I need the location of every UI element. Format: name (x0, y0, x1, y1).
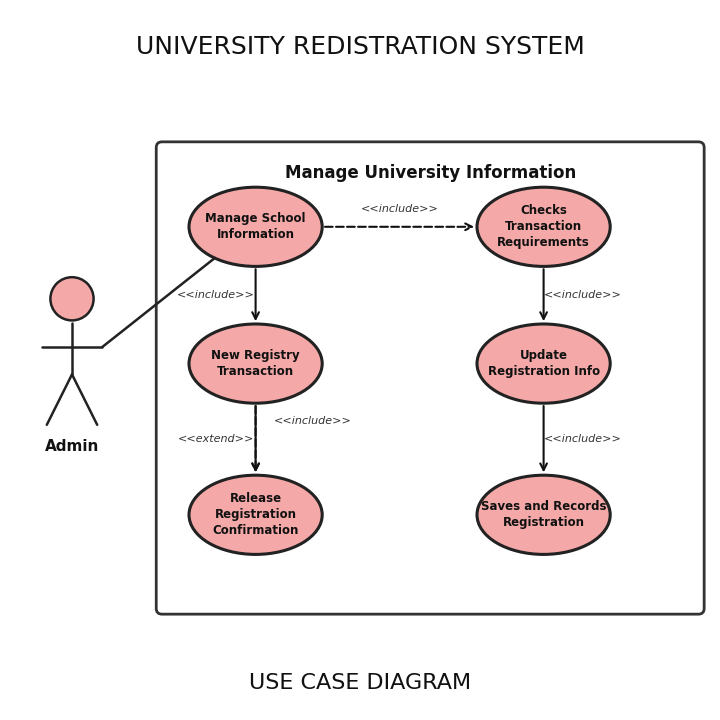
Text: <<extend>>: <<extend>> (178, 434, 254, 444)
Ellipse shape (189, 475, 323, 554)
Text: New Registry
Transaction: New Registry Transaction (211, 349, 300, 378)
Ellipse shape (189, 187, 323, 266)
Ellipse shape (189, 324, 323, 403)
Text: <<include>>: <<include>> (544, 290, 622, 300)
Ellipse shape (50, 277, 94, 320)
Text: <<include>>: <<include>> (544, 434, 622, 444)
Text: Checks
Transaction
Requirements: Checks Transaction Requirements (498, 204, 590, 249)
Text: Manage University Information: Manage University Information (284, 163, 576, 181)
Text: Saves and Records
Registration: Saves and Records Registration (481, 500, 606, 529)
Text: UNIVERSITY REDISTRATION SYSTEM: UNIVERSITY REDISTRATION SYSTEM (135, 35, 585, 59)
Ellipse shape (477, 475, 611, 554)
Ellipse shape (477, 324, 611, 403)
Text: Release
Registration
Confirmation: Release Registration Confirmation (212, 492, 299, 537)
Text: <<include>>: <<include>> (177, 290, 255, 300)
Text: <<include>>: <<include>> (274, 416, 352, 426)
FancyBboxPatch shape (156, 142, 704, 614)
Text: Update
Registration Info: Update Registration Info (487, 349, 600, 378)
Ellipse shape (477, 187, 611, 266)
Text: Manage School
Information: Manage School Information (205, 212, 306, 241)
Text: <<include>>: <<include>> (361, 204, 438, 214)
Text: USE CASE DIAGRAM: USE CASE DIAGRAM (249, 672, 471, 693)
Text: Admin: Admin (45, 439, 99, 454)
